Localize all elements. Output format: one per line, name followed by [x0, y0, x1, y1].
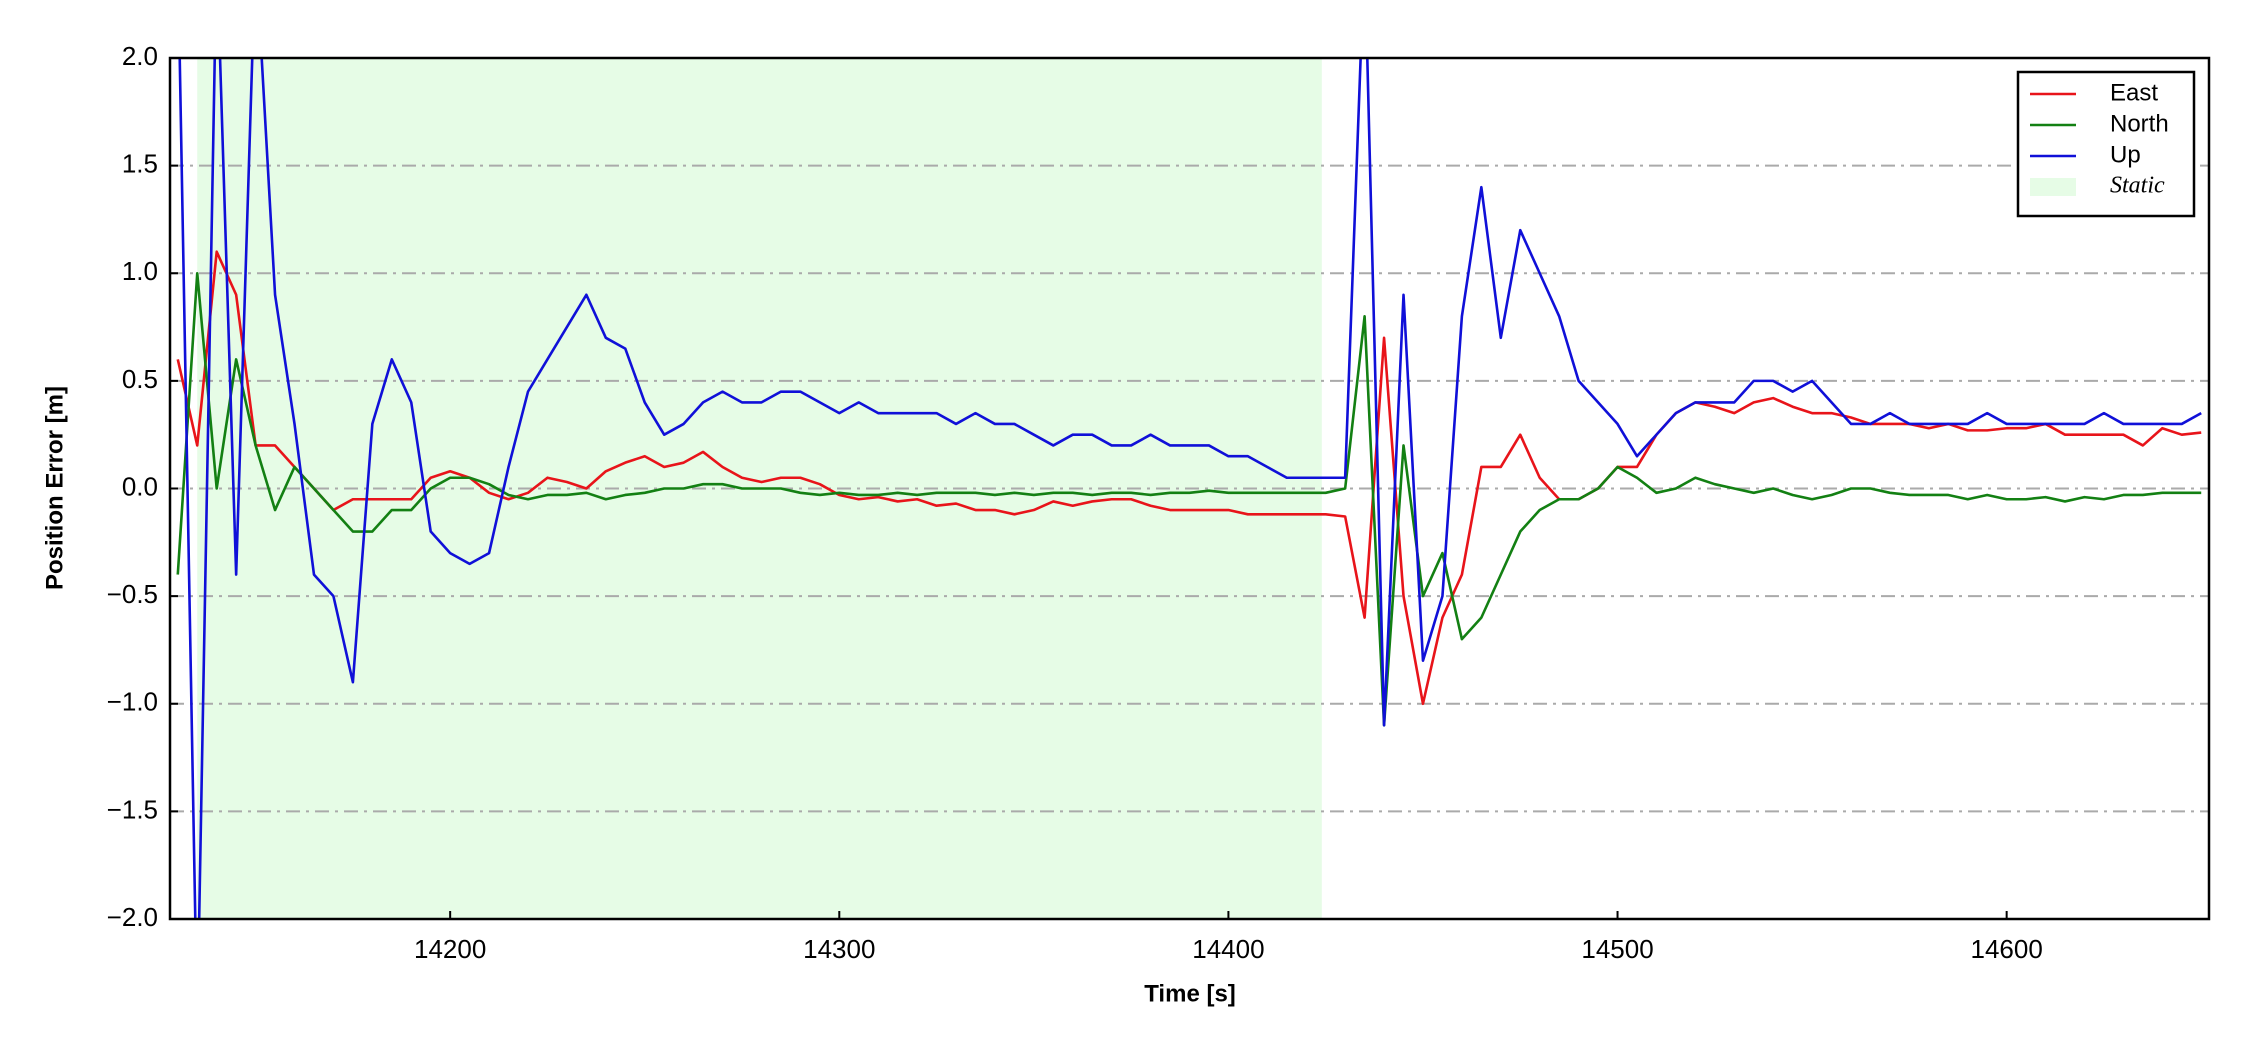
legend-label: East: [2110, 79, 2158, 106]
plot-area: [170, 58, 2209, 919]
legend-label: Static: [2110, 173, 2165, 199]
x-tick-label: 14600: [1971, 934, 2043, 964]
legend-swatch: [2030, 178, 2076, 196]
legend-label: North: [2110, 110, 2169, 137]
y-axis-title: Position Error [m]: [41, 386, 68, 590]
series-line: [178, 58, 2202, 919]
y-tick-label: 2.0: [122, 41, 158, 71]
series-line: [176, 271, 2202, 727]
y-tick-label: −2.0: [107, 902, 158, 932]
y-tick-label: 1.5: [122, 149, 158, 179]
x-tick-label: 14200: [414, 934, 486, 964]
x-tick-label: 14500: [1581, 934, 1653, 964]
x-tick-label: 14400: [1192, 934, 1264, 964]
y-tick-label: 0.0: [122, 471, 158, 501]
y-tick-label: 1.0: [122, 256, 158, 286]
x-axis-title: Time [s]: [1144, 980, 1236, 1007]
y-tick-label: −0.5: [107, 579, 158, 609]
plot-frame: [168, 56, 2211, 921]
x-tick-label: 14300: [803, 934, 875, 964]
legend-label: Up: [2110, 141, 2141, 168]
y-tick-label: −1.5: [107, 794, 158, 824]
y-tick-label: 0.5: [122, 364, 158, 394]
y-tick-label: −1.0: [107, 687, 158, 717]
